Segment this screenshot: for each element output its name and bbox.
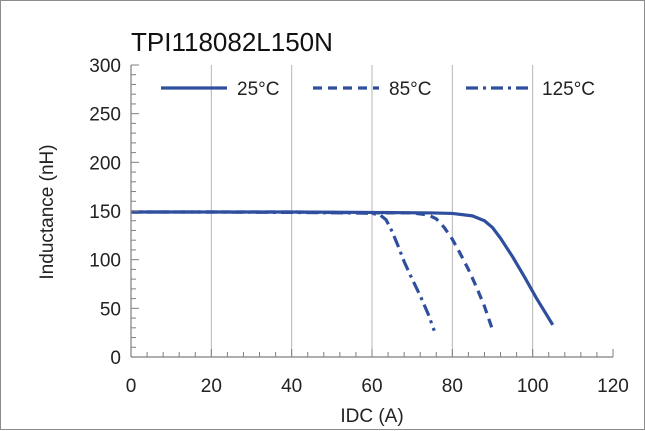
legend-label: 25°C <box>237 79 279 100</box>
x-tick-label: 20 <box>201 376 222 397</box>
axes <box>130 64 614 358</box>
series-line-dash-dot <box>131 210 436 332</box>
legend: 25°C 85°C 125°C <box>161 79 595 100</box>
y-tick-label: 50 <box>100 299 121 320</box>
y-tick-label: 300 <box>89 56 121 77</box>
x-tick-label: 100 <box>517 376 549 397</box>
legend-label: 85°C <box>389 79 431 100</box>
series-line-solid <box>131 210 555 326</box>
tick-labels: 0 20 40 60 80 100 120 0 50 100 150 200 250 300 <box>89 56 629 397</box>
y-tick-label: 250 <box>89 105 121 126</box>
x-axis-label: IDC (A) <box>340 406 403 427</box>
x-tick-label: 120 <box>597 376 629 397</box>
y-tick-label: 0 <box>110 348 121 369</box>
legend-label: 125°C <box>542 79 595 100</box>
x-tick-label: 80 <box>442 376 463 397</box>
x-tick-label: 60 <box>361 376 382 397</box>
x-tick-label: 0 <box>126 376 137 397</box>
chart-title: TPI118082L150N <box>131 27 333 57</box>
y-tick-label: 100 <box>89 251 121 272</box>
y-axis-label: Inductance (nH) <box>37 144 58 279</box>
y-tick-label: 200 <box>89 153 121 174</box>
series-line-dashed <box>131 210 495 331</box>
x-tick-label: 40 <box>281 376 302 397</box>
series-lines <box>131 210 555 332</box>
y-tick-label: 150 <box>89 202 121 223</box>
